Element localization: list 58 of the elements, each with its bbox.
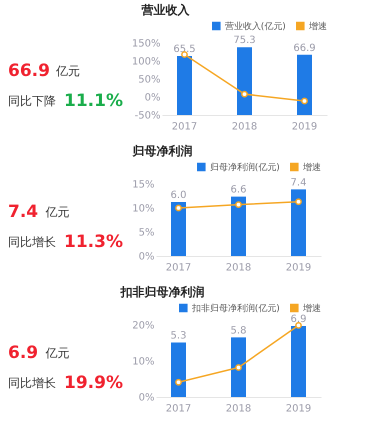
x-tick-label: 2017	[172, 122, 198, 132]
point	[235, 201, 242, 208]
text: 归母净利润	[132, 144, 192, 158]
text: 同比增长	[8, 235, 56, 249]
point	[175, 378, 182, 386]
text: 亿元	[44, 346, 70, 360]
y-tick-label: 0%	[138, 392, 154, 404]
data-label: 65.5	[173, 44, 196, 56]
legend-label: 增速	[302, 302, 321, 314]
text: 11.3%	[64, 232, 123, 252]
text: 11.1%	[64, 91, 123, 111]
x-tick-label: 2017	[166, 404, 192, 414]
text: 亿元	[44, 205, 70, 219]
point	[295, 198, 302, 206]
data-label: 5.3	[170, 330, 186, 342]
x-tick-label: 2017	[166, 262, 192, 274]
data-label: 6.0	[170, 190, 186, 201]
y-tick-label: 100%	[132, 56, 160, 68]
data-label: 7.4	[290, 177, 306, 188]
data-label: 6.6	[230, 184, 246, 196]
text: 同比下降	[8, 94, 56, 108]
point	[241, 90, 248, 98]
data-label: 5.8	[230, 325, 246, 336]
x-tick-label: 2019	[286, 404, 312, 414]
point	[175, 204, 182, 212]
x-tick-label: 2019	[292, 122, 318, 132]
x-tick-label: 2018	[226, 404, 252, 414]
text: 扣非归母净利润	[120, 285, 204, 299]
y-tick-label: 150%	[132, 38, 160, 50]
x-tick-label: 2018	[232, 122, 258, 132]
point	[301, 98, 308, 104]
data-label: 66.9	[293, 42, 316, 54]
y-tick-label: 20%	[132, 320, 154, 332]
y-tick-label: -50%	[134, 110, 160, 122]
text: 66.9	[8, 61, 50, 81]
y-tick-label: 15%	[132, 180, 154, 190]
y-tick-label: 50%	[138, 74, 160, 86]
y-tick-label: 10%	[132, 204, 154, 214]
text: 亿元	[55, 64, 80, 78]
legend-label: 营业收入(亿元)	[224, 20, 286, 32]
y-tick-label: 0%	[144, 92, 160, 104]
y-tick-label: 0%	[138, 252, 154, 262]
x-tick-label: 2018	[226, 262, 252, 274]
legend-label: 增速	[308, 20, 327, 32]
text: 同比增长	[8, 376, 56, 390]
text: 营业收入	[140, 3, 190, 17]
y-tick-label: 5%	[138, 228, 154, 238]
y-tick-label: 10%	[132, 356, 154, 368]
data-label: 6.9	[290, 314, 306, 326]
text: 19.9%	[64, 373, 123, 393]
text: 7.4	[8, 202, 38, 222]
point	[235, 364, 242, 371]
data-label: 75.3	[233, 35, 256, 46]
legend-label: 增速	[302, 162, 321, 173]
x-tick-label: 2019	[286, 262, 312, 274]
legend-label: 扣非归母净利润(亿元)	[190, 302, 280, 314]
legend-label: 归母净利润(亿元)	[210, 162, 280, 173]
text: 6.9	[8, 343, 38, 363]
